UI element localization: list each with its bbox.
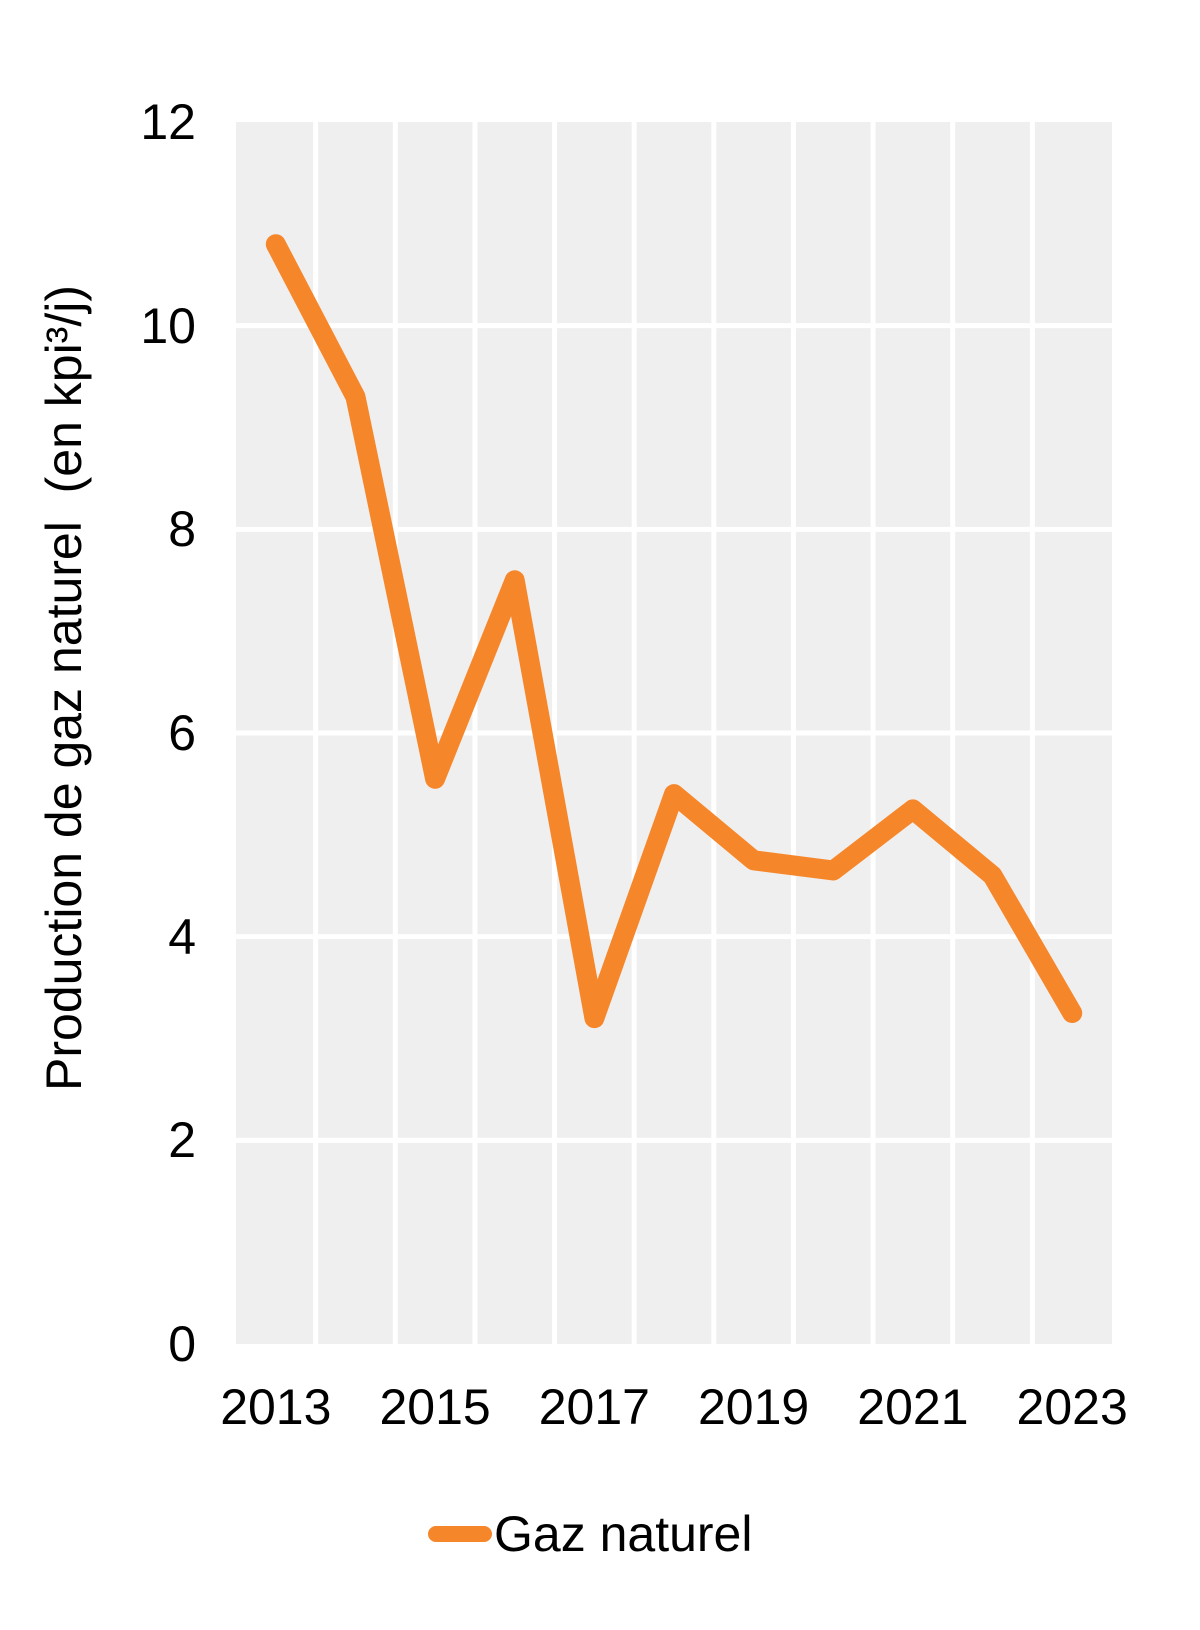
legend-label: Gaz naturel xyxy=(494,1506,753,1562)
y-tick-label: 10 xyxy=(140,297,196,354)
x-tick-label: 2015 xyxy=(379,1379,491,1435)
gaz-naturel-line xyxy=(265,234,1083,1029)
x-tick-label: 2023 xyxy=(1016,1379,1128,1435)
y-tick-label: 2 xyxy=(168,1112,196,1169)
y-tick-label: 8 xyxy=(168,501,196,558)
gridlines xyxy=(236,122,1112,1344)
x-tick-label: 2019 xyxy=(698,1379,810,1435)
legend-line-swatch xyxy=(428,1526,492,1542)
y-tick-label: 0 xyxy=(168,1316,196,1372)
y-tick-label: 6 xyxy=(168,705,196,761)
x-tick-label: 2013 xyxy=(220,1379,332,1435)
x-tick-label: 2021 xyxy=(857,1379,969,1435)
y-tick-label: 12 xyxy=(140,94,196,150)
legend: Gaz naturel xyxy=(428,1508,752,1560)
y-tick-label: 4 xyxy=(168,908,196,965)
x-tick-label: 2017 xyxy=(538,1379,650,1435)
y-axis-title: Production de gaz naturel (en kpi³/j) xyxy=(36,285,92,1091)
